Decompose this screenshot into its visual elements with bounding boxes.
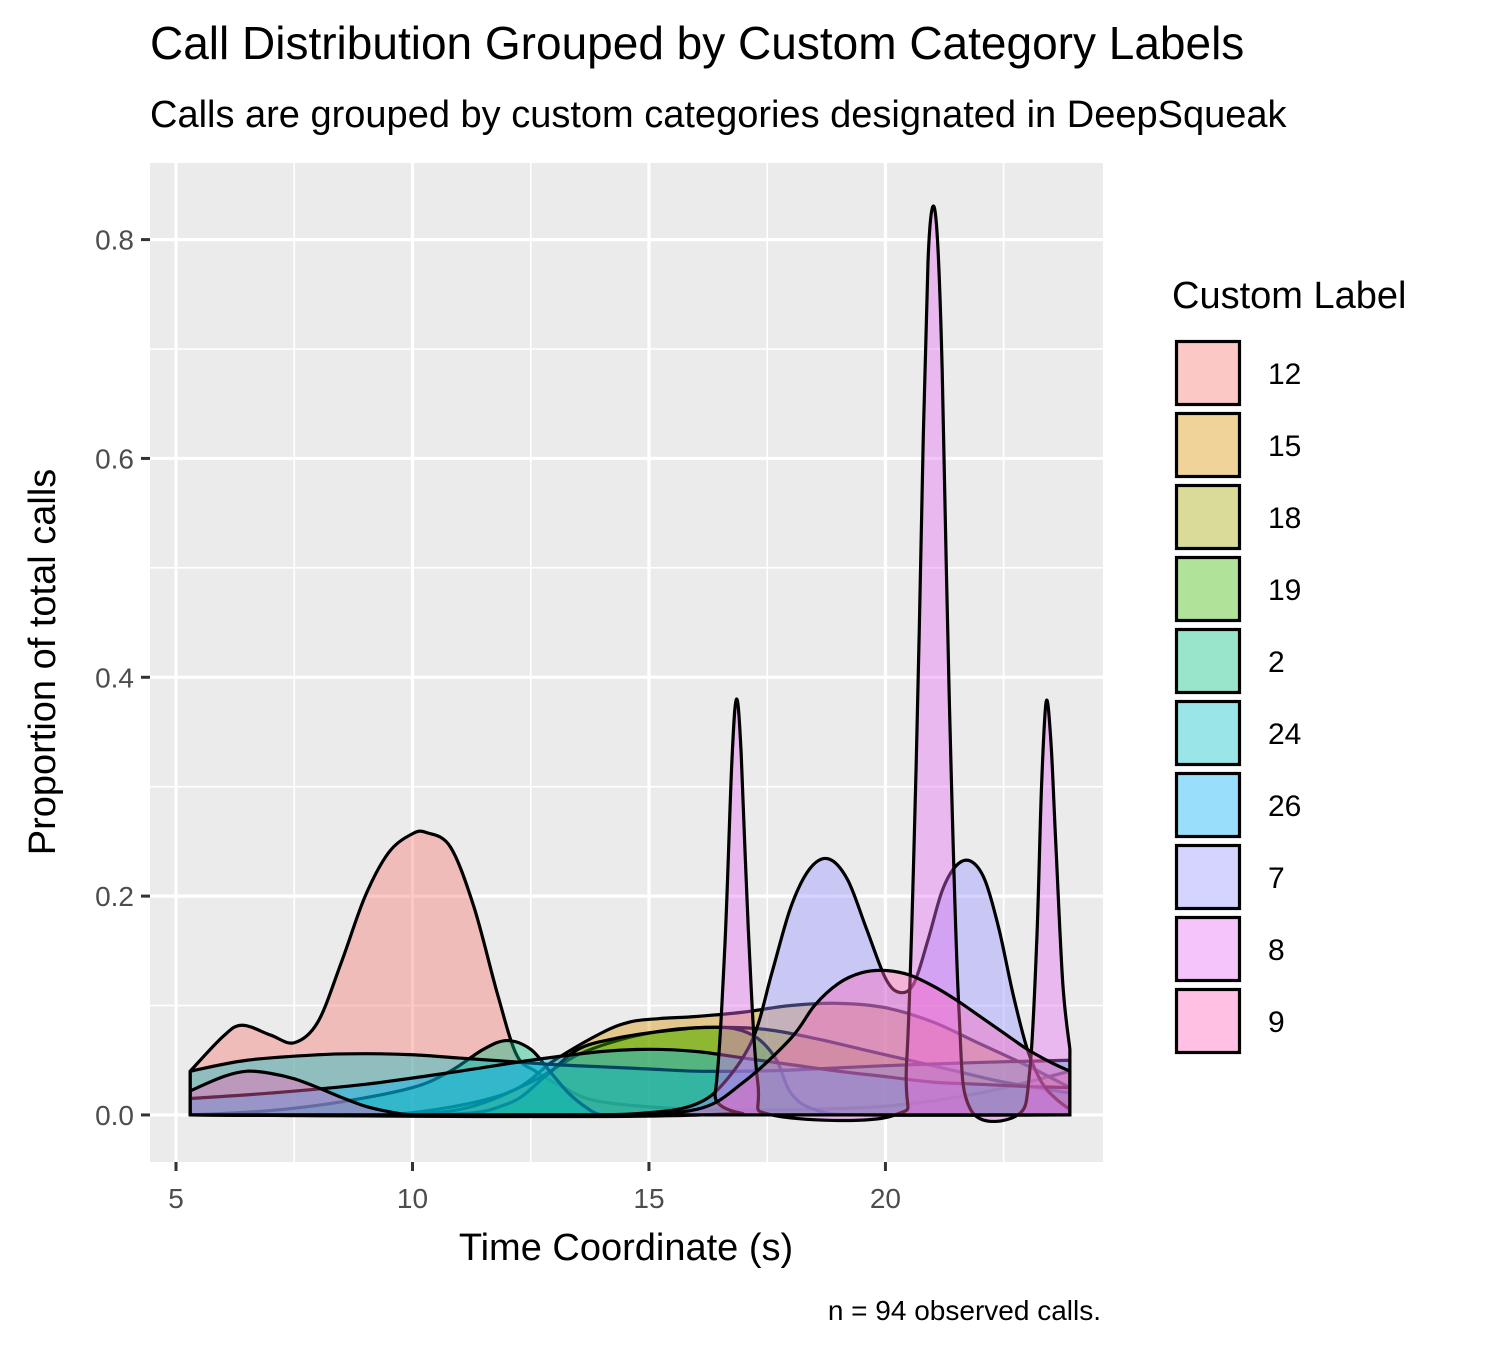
legend-key-12	[1174, 339, 1242, 407]
legend-label-9: 9	[1268, 1006, 1285, 1039]
legend-key-2	[1174, 627, 1242, 695]
legend-label-8: 8	[1268, 934, 1285, 967]
x-axis-title: Time Coordinate (s)	[459, 1227, 793, 1269]
legend-label-7: 7	[1268, 862, 1285, 895]
x-tick-label: 15	[633, 1183, 664, 1214]
density-area-24	[188, 1052, 1072, 1117]
legend-label-26: 26	[1268, 790, 1301, 823]
axes: 5 10 15 20 0.0 0.2 0.4 0.6 0.8	[95, 225, 901, 1214]
x-tick-label: 5	[168, 1183, 184, 1214]
x-tick-label: 20	[870, 1183, 901, 1214]
legend-key-26	[1174, 771, 1242, 839]
legend-key-bg	[1175, 556, 1241, 622]
density-area-9	[188, 968, 1072, 1117]
y-tick-label: 0.4	[95, 662, 134, 693]
plot-panel	[150, 163, 1103, 1162]
legend-key-bg	[1175, 772, 1241, 838]
density-area-15	[188, 1001, 1072, 1117]
legend-key-24	[1174, 699, 1242, 767]
density-area-19	[188, 1025, 1072, 1118]
legend-label-18: 18	[1268, 502, 1301, 535]
chart-subtitle: Calls are grouped by custom categories d…	[150, 94, 1287, 136]
caption: n = 94 observed calls.	[828, 1295, 1101, 1326]
legend-key-bg	[1175, 484, 1241, 550]
legend-key-19	[1174, 555, 1242, 623]
chart-title: Call Distribution Grouped by Custom Cate…	[150, 17, 1245, 69]
legend-key-bg	[1175, 916, 1241, 982]
legend-key-bg	[1175, 988, 1241, 1054]
legend-key-8	[1174, 915, 1242, 983]
y-axis-title: Proportion of total calls	[22, 469, 64, 856]
x-tick-label: 10	[397, 1183, 428, 1214]
legend-key-15	[1174, 411, 1242, 479]
legend-key-bg	[1175, 628, 1241, 694]
density-series	[188, 204, 1072, 1124]
legend-key-bg	[1175, 340, 1241, 406]
legend-label-19: 19	[1268, 574, 1301, 607]
density-area-8	[188, 204, 1072, 1124]
legend-key-bg	[1175, 700, 1241, 766]
legend-label-15: 15	[1268, 430, 1301, 463]
legend-key-bg	[1175, 844, 1241, 910]
y-tick-label: 0.8	[95, 225, 134, 256]
legend-key-7	[1174, 843, 1242, 911]
y-tick-label: 0.0	[95, 1100, 134, 1131]
legend-label-12: 12	[1268, 358, 1301, 391]
legend-key-18	[1174, 483, 1242, 551]
legend: Custom Label 12 15 18 19 2 24 26 7 8 9	[1172, 275, 1406, 1055]
density-area-12	[188, 829, 1072, 1117]
y-tick-label: 0.2	[95, 881, 134, 912]
legend-key-9	[1174, 987, 1242, 1055]
legend-label-24: 24	[1268, 718, 1301, 751]
legend-title: Custom Label	[1172, 275, 1406, 317]
y-tick-label: 0.6	[95, 443, 134, 474]
legend-key-bg	[1175, 412, 1241, 478]
legend-label-2: 2	[1268, 646, 1285, 679]
density-area-26	[188, 1047, 1072, 1117]
density-area-7	[188, 856, 1072, 1117]
